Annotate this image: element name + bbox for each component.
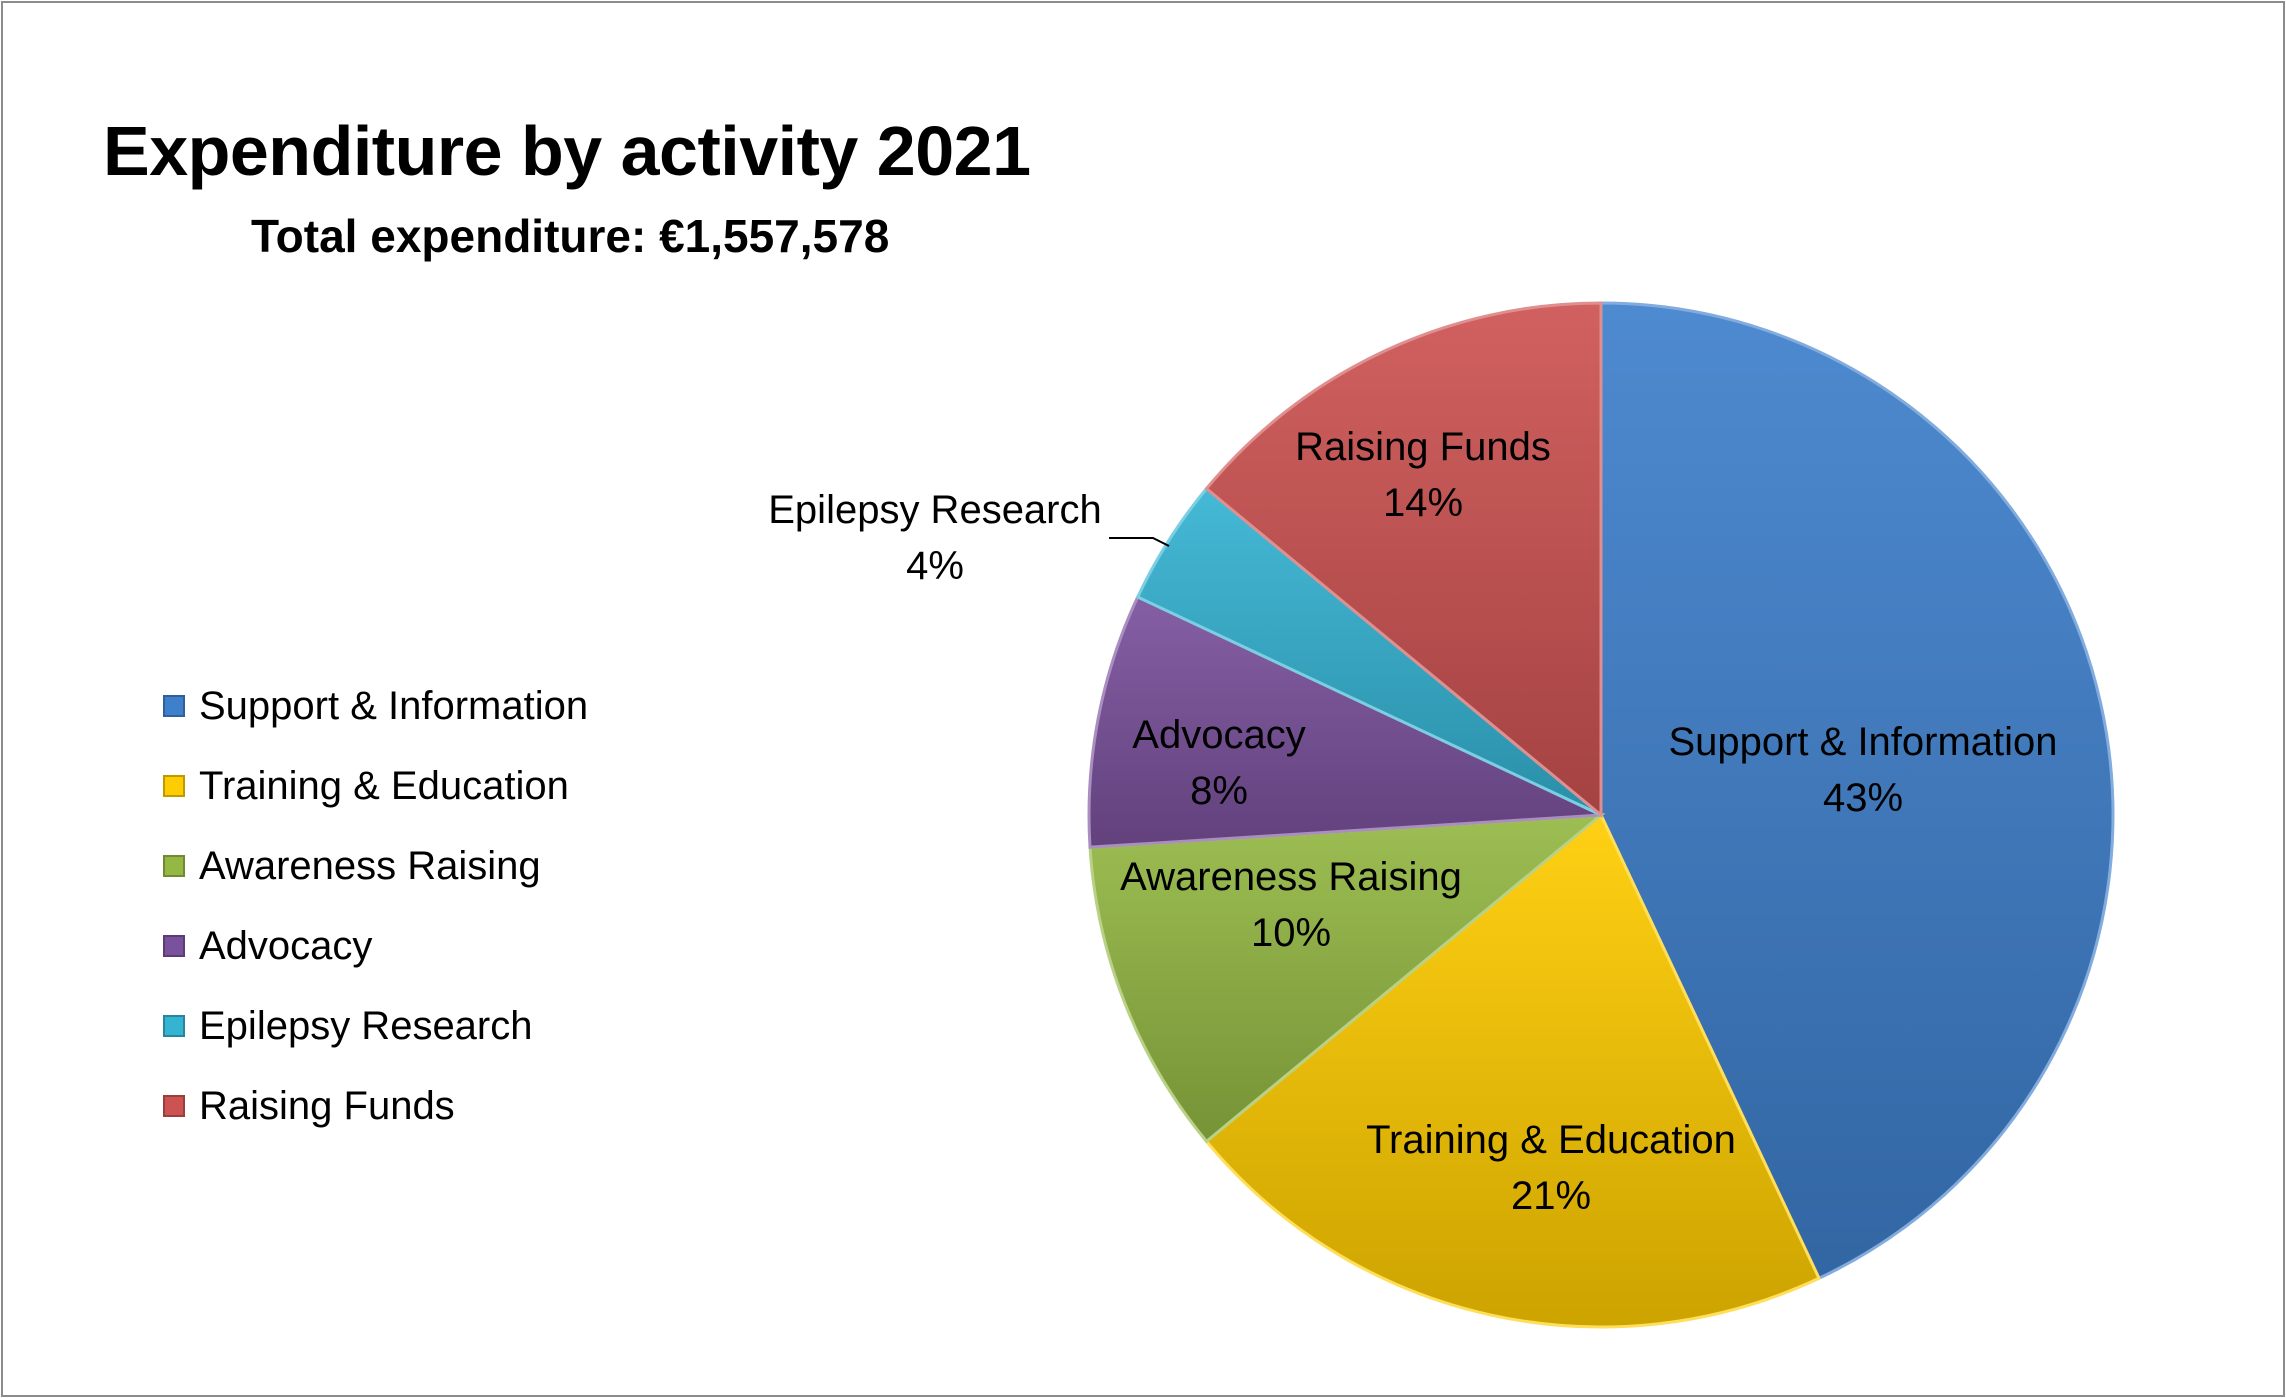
legend-label: Training & Education (199, 763, 569, 808)
slice-value-awareness-raising: 10% (1251, 911, 1331, 955)
pie-slice-raising-funds (1204, 301, 1603, 819)
legend-swatch (163, 775, 185, 797)
slice-value-training-education: 21% (1511, 1174, 1591, 1218)
legend-item-advocacy: Advocacy (163, 906, 588, 986)
slice-label-awareness-raising: Awareness Raising (1120, 855, 1462, 899)
legend: Support & Information Training & Educati… (163, 666, 588, 1146)
slice-value-epilepsy-research: 4% (906, 544, 964, 588)
slice-label-training-education: Training & Education (1366, 1118, 1736, 1162)
pie-slice-support-information (1599, 301, 2115, 1281)
legend-swatch (163, 695, 185, 717)
leader-line-epilepsy-research (1109, 537, 1170, 547)
legend-item-awareness-raising: Awareness Raising (163, 826, 588, 906)
legend-swatch (163, 1095, 185, 1117)
slice-label-support-information: Support & Information (1668, 720, 2057, 764)
legend-label: Support & Information (199, 683, 589, 728)
slice-label-raising-funds: Raising Funds (1295, 425, 1551, 469)
legend-item-epilepsy-research: Epilepsy Research (163, 986, 588, 1066)
pie-slice-awareness-raising (1088, 813, 1606, 1144)
slice-value-raising-funds: 14% (1383, 481, 1463, 525)
slice-value-advocacy: 8% (1190, 769, 1248, 813)
legend-swatch (163, 855, 185, 877)
legend-label: Epilepsy Research (199, 1003, 533, 1048)
slice-value-support-information: 43% (1823, 776, 1903, 820)
legend-item-training-education: Training & Education (163, 746, 588, 826)
legend-item-support-information: Support & Information (163, 666, 588, 746)
chart-title: Expenditure by activity 2021 (103, 112, 1031, 190)
legend-swatch (163, 935, 185, 957)
chart-subtitle: Total expenditure: €1,557,578 (251, 210, 890, 262)
legend-label: Advocacy (199, 923, 373, 968)
legend-label: Awareness Raising (199, 843, 541, 888)
pie-labels: Support & Information 43% Training & Educa… (768, 425, 2057, 1218)
pie-slice-advocacy (1087, 595, 1602, 849)
slice-label-epilepsy-research: Epilepsy Research (768, 488, 1102, 532)
legend-item-raising-funds: Raising Funds (163, 1066, 588, 1146)
legend-swatch (163, 1015, 185, 1037)
pie-slice-training-education (1204, 812, 1821, 1329)
pie-slices (1087, 301, 2115, 1329)
legend-label: Raising Funds (199, 1083, 455, 1128)
slice-label-advocacy: Advocacy (1132, 713, 1305, 757)
pie-chart: Support & Information 43% Training & Educa… (768, 301, 2115, 1329)
